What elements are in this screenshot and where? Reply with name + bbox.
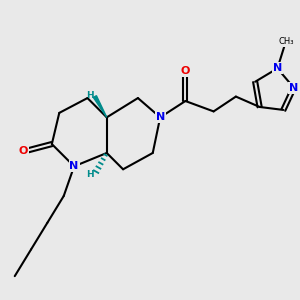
Text: CH₃: CH₃: [279, 37, 294, 46]
Text: O: O: [19, 146, 28, 157]
Text: H: H: [86, 170, 93, 179]
Text: O: O: [181, 66, 190, 76]
Text: H: H: [86, 92, 93, 100]
Polygon shape: [93, 96, 107, 117]
Text: N: N: [289, 83, 298, 93]
Text: N: N: [70, 161, 79, 171]
Text: N: N: [273, 63, 282, 74]
Text: N: N: [156, 112, 165, 122]
